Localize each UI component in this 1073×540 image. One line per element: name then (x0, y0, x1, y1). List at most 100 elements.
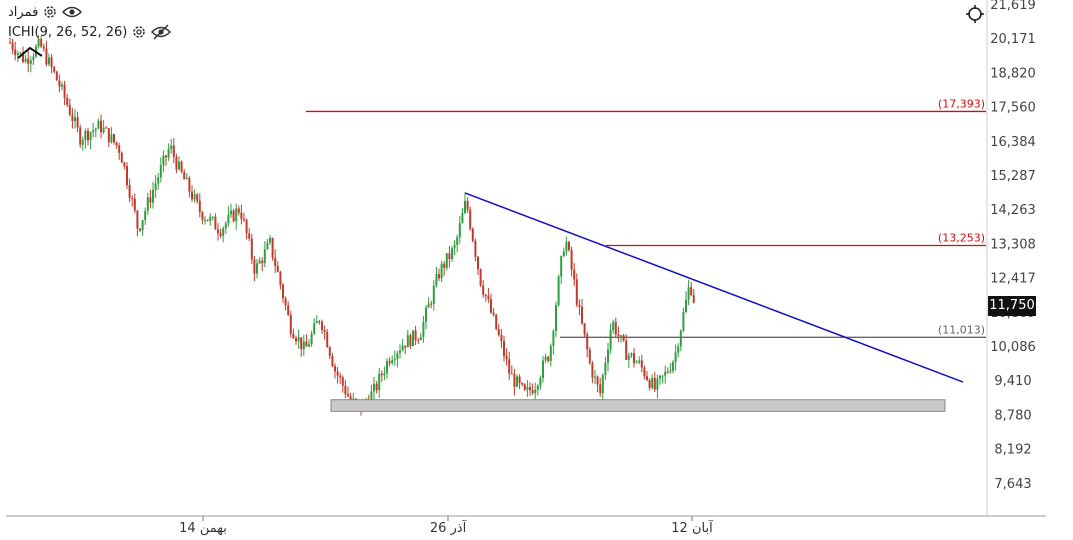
candle-body (149, 197, 152, 203)
candle-body (646, 376, 648, 380)
right-frame (1046, 0, 1073, 540)
eye-hidden-icon[interactable] (151, 24, 172, 40)
gear-icon[interactable] (42, 4, 58, 20)
candle-body (232, 210, 235, 222)
candle-body (375, 383, 378, 391)
candle-body (406, 335, 409, 348)
indicator-header: ICHI(9, 26, 52, 26) (8, 24, 172, 40)
candle-body (113, 134, 115, 143)
candles-layer (9, 35, 695, 416)
candle-body (136, 210, 139, 229)
candle-body (165, 155, 167, 158)
candle-body (321, 321, 323, 330)
candle-body (516, 376, 518, 387)
candle-body (474, 241, 477, 257)
candle-body (27, 58, 30, 64)
trendline[interactable] (464, 192, 964, 383)
candle-body (692, 295, 695, 303)
candle-body (440, 263, 443, 279)
candle-body (55, 71, 58, 81)
candle-body (487, 296, 490, 300)
candle-body (105, 127, 108, 129)
candle-body (123, 162, 126, 167)
candle-body (666, 371, 669, 373)
candle-body (120, 152, 123, 163)
candle-body (102, 127, 105, 133)
y-tick-label: 7,643 (994, 477, 1031, 492)
candle-body (682, 312, 685, 331)
candle-body (583, 323, 586, 335)
candle-body (183, 171, 186, 180)
candle-body (89, 132, 92, 141)
candle-body (245, 219, 248, 234)
candle-body (22, 52, 24, 62)
candle-body (640, 360, 643, 368)
candle-body (276, 265, 279, 272)
level-label: (13,253) (938, 232, 985, 245)
candle-body (391, 360, 394, 364)
candle-body (518, 376, 521, 383)
candle-body (617, 334, 620, 336)
candle-body (11, 42, 14, 50)
indicator-label: ICHI(9, 26, 52, 26) (8, 24, 128, 40)
candle-body (50, 57, 53, 68)
candle-body (404, 345, 407, 348)
candle-body (479, 269, 482, 286)
candle-body (201, 212, 204, 221)
candle-body (162, 155, 165, 166)
candle-body (443, 263, 446, 268)
candle-body (271, 237, 274, 258)
candle-body (399, 350, 401, 353)
candle-body (42, 46, 45, 49)
eye-icon[interactable] (62, 4, 83, 20)
candle-body (419, 337, 422, 341)
candle-body (508, 359, 511, 374)
candle-body (261, 260, 264, 264)
candle-body (282, 284, 284, 299)
candle-body (250, 238, 253, 260)
candle-body (630, 353, 633, 356)
candle-body (425, 307, 427, 322)
candle-body (414, 330, 417, 341)
candle-body (315, 321, 318, 324)
candle-body (48, 57, 50, 65)
gear-icon[interactable] (131, 24, 147, 40)
candle-body (188, 177, 191, 192)
candle-body (552, 331, 555, 346)
candle-body (58, 80, 61, 87)
candle-body (490, 299, 492, 313)
candle-body (118, 145, 121, 153)
candle-body (287, 305, 290, 316)
candle-body (471, 228, 474, 242)
candle-body (206, 219, 209, 221)
candle-body (521, 382, 524, 385)
candle-body (328, 347, 331, 356)
candle-body (292, 333, 295, 339)
candle-body (575, 279, 578, 305)
crosshair-icon[interactable] (965, 4, 985, 28)
candle-body (193, 194, 196, 200)
candle-body (531, 390, 534, 394)
level-label: (17,393) (938, 97, 985, 110)
candle-body (159, 165, 162, 178)
candle-body (308, 344, 310, 347)
candle-body (40, 38, 43, 47)
candle-body (297, 337, 300, 342)
candle-body (341, 377, 344, 386)
y-tick-label: 18,820 (990, 66, 1036, 81)
candle-body (224, 223, 227, 229)
y-tick-label: 17,560 (990, 101, 1036, 116)
candle-body (133, 198, 136, 211)
candle-body (500, 334, 503, 341)
candle-body (672, 361, 674, 371)
candle-body (253, 259, 256, 274)
candle-body (555, 305, 557, 332)
candle-body (284, 298, 287, 306)
y-tick-label: 12,417 (990, 272, 1036, 287)
candle-body (63, 84, 66, 98)
candle-body (240, 212, 243, 219)
candle-body (622, 335, 625, 341)
x-tick-label: 14 بهمن (179, 521, 227, 536)
candle-body (638, 360, 641, 363)
